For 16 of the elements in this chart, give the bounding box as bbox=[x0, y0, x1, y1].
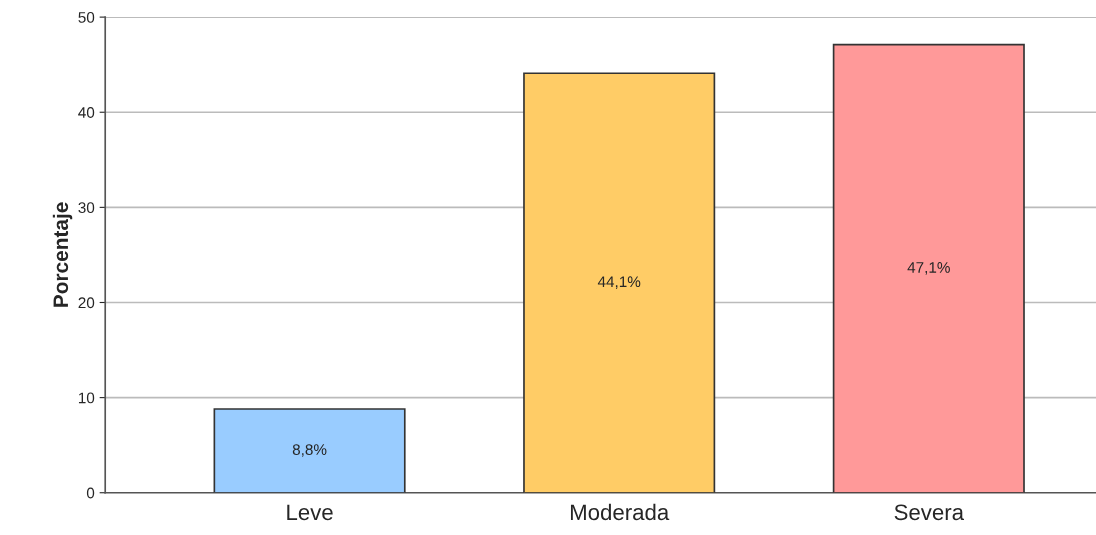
bar bbox=[523, 72, 716, 493]
y-tick-label: 20 bbox=[78, 297, 95, 309]
data-label: 44,1% bbox=[597, 276, 641, 289]
bar bbox=[832, 43, 1025, 493]
data-label: 8,8% bbox=[292, 444, 327, 457]
data-label: 47,1% bbox=[907, 262, 950, 275]
y-tick-label: 30 bbox=[78, 202, 95, 214]
x-tick-label: Severa bbox=[894, 504, 965, 521]
x-tick-label: Leve bbox=[287, 504, 333, 521]
y-tick-label: 40 bbox=[78, 107, 95, 118]
y-axis-title: Porcentaje bbox=[52, 202, 73, 307]
y-tick-label: 0 bbox=[86, 487, 95, 499]
x-tick-label: Moderada bbox=[570, 503, 670, 521]
y-tick-label: 50 bbox=[78, 11, 95, 23]
bar bbox=[213, 408, 406, 493]
y-tick-label: 10 bbox=[78, 392, 95, 404]
